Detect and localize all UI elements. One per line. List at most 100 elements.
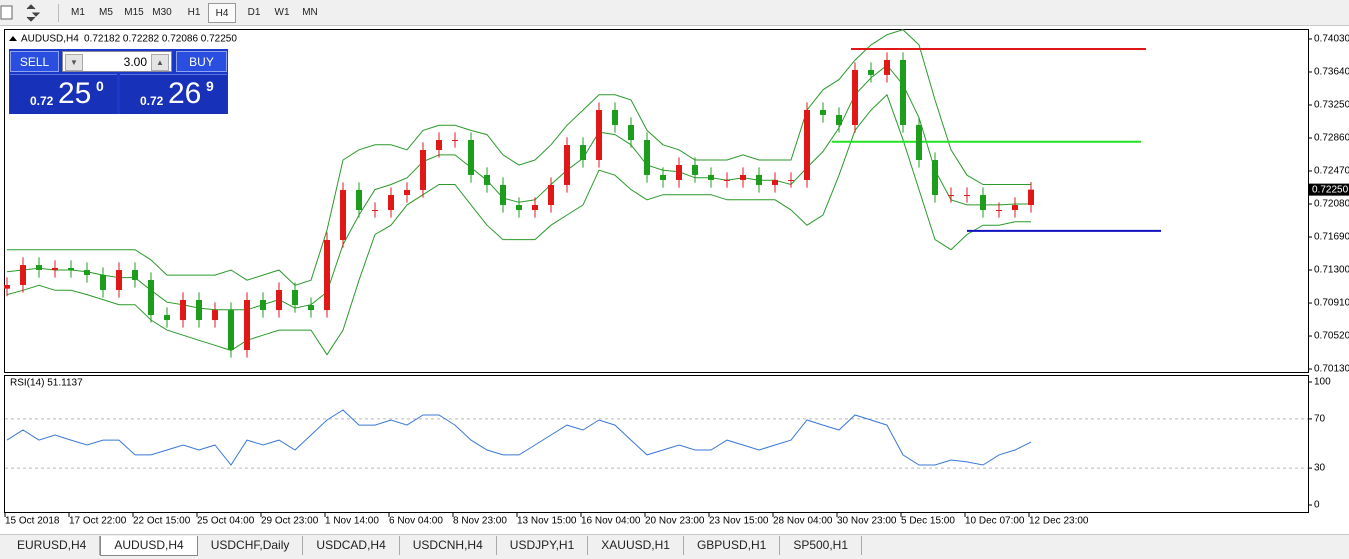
y-tick-label: 0.70130 [1314,364,1349,375]
candle-body [548,184,554,206]
candle-body [468,140,474,175]
candle-body [500,184,506,206]
x-tick-label: 17 Oct 22:00 [69,516,127,527]
quote: 0.72182 0.72282 0.72086 0.72250 [84,34,237,45]
candle-body [660,174,666,180]
bid-small: 0 [96,78,104,94]
candle-body [372,210,378,212]
buy-button[interactable]: BUY [176,51,227,72]
chart-tab[interactable]: USDCAD,H4 [303,536,400,555]
y-tick-label: 0.73250 [1314,100,1349,111]
candle-body [948,195,954,197]
candle-body [756,174,762,185]
candle-body [836,114,842,125]
lots-value: 3.00 [123,55,147,69]
candle-body [484,174,490,185]
chart-tab[interactable]: USDCHF,Daily [198,536,304,555]
lots-down[interactable]: ▼ [65,54,83,71]
candle-body [868,69,874,75]
last-price-box [1309,183,1349,196]
bid-prefix: 0.72 [30,94,54,108]
candle-body [212,310,218,321]
y-tick-label: 70 [1314,414,1326,425]
timeframe-button[interactable]: M1 [71,7,85,18]
y-tick-label: 30 [1314,463,1326,474]
chart-tab[interactable]: SP500,H1 [780,536,863,555]
candle-body [628,124,634,141]
x-tick-label: 6 Nov 04:00 [389,516,443,527]
y-tick-label: 0.72470 [1314,166,1349,177]
chart-tab[interactable]: USDCNH,H4 [400,536,497,555]
ask-price[interactable]: 0.72 26 9 [120,74,227,114]
candle-body [884,59,890,75]
timeframe-button[interactable]: M5 [99,7,113,18]
rsi-pane [4,375,1309,513]
candle-body [196,299,202,321]
x-tick-label: 8 Nov 23:00 [453,516,507,527]
candle-body [452,140,458,142]
timeframe-button[interactable]: M30 [152,7,172,18]
candle-body [964,195,970,197]
x-tick-label: 13 Nov 15:00 [517,516,577,527]
candle-body [276,289,282,311]
toolbar: M1 M5 M15 M30 H1 H4 D1 W1 MN [0,0,1349,26]
candle-body [804,109,810,180]
candle-body [132,270,138,281]
candle-body [180,299,186,321]
timeframe-button[interactable]: H1 [187,7,201,18]
timeframe-button[interactable]: D1 [247,7,261,18]
candle-body [932,159,938,196]
candle-body [68,267,74,271]
x-tick-label: 1 Nov 14:00 [325,516,379,527]
candle-body [788,179,794,181]
candle-body [52,267,58,271]
chart-tab[interactable]: GBPUSD,H1 [684,536,781,555]
chart-tab[interactable]: USDJPY,H1 [497,536,589,555]
candle-body [1028,189,1034,206]
x-tick-label: 5 Dec 15:00 [901,516,955,527]
candle-body [340,189,346,240]
candle-body [164,315,170,321]
chart-tabs: EURUSD,H4 AUDUSD,H4 USDCHF,Daily USDCAD,H4 U… [0,534,1349,559]
x-tick-label: 23 Nov 15:00 [709,516,769,527]
price-pane [4,29,1309,373]
bollinger-band [6,93,1031,356]
timeframe-button[interactable]: W1 [274,7,290,18]
candle-body [4,284,10,289]
sell-button[interactable]: SELL [10,51,59,72]
candle-body [436,140,442,151]
candle-body [260,299,266,311]
y-tick-label: 0 [1314,500,1320,511]
candle-body [724,179,730,181]
bollinger-band [7,29,1031,286]
chart-tab[interactable]: AUDUSD,H4 [100,536,198,556]
candle-body [36,265,42,271]
candle-body [580,145,586,160]
candle-body [324,239,330,311]
timeframe-button[interactable]: MN [302,7,318,18]
bid-big: 25 [58,77,92,110]
candle-body [740,174,746,180]
y-tick-label: 0.72860 [1314,133,1349,144]
x-tick-label: 16 Nov 04:00 [581,516,641,527]
candle-body [388,195,394,211]
x-tick-label: 30 Nov 23:00 [837,516,897,527]
lots-up[interactable]: ▲ [151,54,169,71]
x-tick-label: 28 Nov 04:00 [773,516,833,527]
chart-tab[interactable]: EURUSD,H4 [4,536,101,555]
lots-input[interactable]: ▼ 3.00 ▲ [62,51,172,72]
timeframe-button[interactable]: M15 [124,7,144,18]
candle-body [100,275,106,290]
candle-body [820,109,826,115]
candle-body [356,189,362,211]
timeframes: M1 M5 M15 M30 H1 H4 D1 W1 MN [64,3,324,23]
symbol-icon [9,36,17,41]
x-tick-label: 25 Oct 04:00 [197,516,255,527]
y-tick-label: 0.73640 [1314,67,1349,78]
y-tick-label: 0.72080 [1314,199,1349,210]
bid-price[interactable]: 0.72 25 0 [10,74,117,114]
candle-body [692,164,698,175]
timeframe-button[interactable]: H4 [208,3,236,23]
chart-tab[interactable]: XAUUSD,H1 [588,536,684,555]
